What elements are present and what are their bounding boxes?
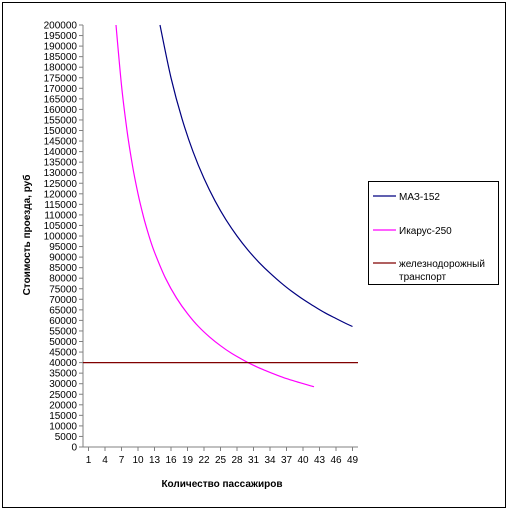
y-tick-label: 60000 (49, 316, 77, 327)
x-tick-label: 16 (165, 455, 177, 466)
y-tick-label: 10000 (49, 421, 77, 432)
x-tick-label: 31 (248, 455, 260, 466)
x-tick-label: 7 (119, 455, 125, 466)
x-tick-label: 1 (86, 455, 92, 466)
series-line-1 (159, 24, 353, 328)
y-tick-label: 30000 (49, 379, 77, 390)
y-tick-label: 145000 (44, 137, 78, 148)
x-tick-label: 46 (330, 455, 342, 466)
y-tick-label: 95000 (49, 242, 77, 253)
legend-box (368, 181, 499, 285)
x-tick-label: 22 (198, 455, 210, 466)
y-tick-label: 175000 (44, 73, 78, 84)
legend-label-1: МАЗ-152 (399, 192, 440, 203)
y-tick-label: 190000 (44, 42, 78, 53)
x-tick-label: 13 (149, 455, 161, 466)
y-tick-label: 25000 (49, 390, 77, 401)
y-tick-label: 115000 (44, 200, 77, 211)
y-axis-title: Стоимость проезда, руб (21, 175, 33, 296)
y-tick-label: 80000 (49, 274, 77, 285)
y-tick-label: 15000 (49, 411, 77, 422)
y-tick-label: 100000 (44, 232, 78, 243)
y-axis-ticks: 0500010000150002000025000300003500040000… (44, 21, 83, 454)
x-tick-label: 19 (182, 455, 194, 466)
y-tick-label: 0 (71, 443, 77, 454)
y-tick-label: 5000 (55, 432, 78, 443)
y-tick-label: 170000 (44, 84, 78, 95)
y-tick-label: 180000 (44, 63, 78, 74)
y-tick-label: 120000 (44, 189, 78, 200)
y-tick-label: 85000 (49, 263, 77, 274)
legend-label-3-line-1: железнодорожный (399, 259, 485, 270)
y-tick-label: 130000 (44, 168, 78, 179)
x-tick-label: 10 (132, 455, 144, 466)
legend-label-3-line-2: транспорт (399, 272, 447, 283)
x-axis-title: Количество пассажиров (161, 479, 282, 490)
y-tick-label: 90000 (49, 253, 77, 264)
y-tick-label: 150000 (44, 126, 78, 137)
x-tick-label: 40 (297, 455, 309, 466)
x-tick-label: 28 (231, 455, 243, 466)
y-tick-label: 195000 (44, 31, 78, 42)
y-tick-label: 45000 (49, 348, 77, 359)
x-tick-label: 37 (281, 455, 293, 466)
y-tick-label: 185000 (44, 52, 78, 63)
y-tick-label: 75000 (49, 284, 77, 295)
x-tick-label: 43 (314, 455, 326, 466)
x-axis-ticks: 1 4 7 10 13 16 19 22 25 28 31 34 37 40 43 46 49 (86, 447, 359, 466)
y-tick-label: 105000 (44, 221, 78, 232)
series-line-2 (115, 24, 315, 388)
y-tick-label: 20000 (49, 400, 77, 411)
y-tick-label: 50000 (49, 337, 77, 348)
legend: МАЗ-152 Икарус-250 железнодорожный транспор… (368, 181, 499, 285)
y-tick-label: 35000 (49, 369, 77, 380)
x-tick-label: 34 (264, 455, 276, 466)
y-tick-label: 70000 (49, 295, 77, 306)
x-tick-label: 49 (347, 455, 359, 466)
legend-label-2: Икарус-250 (399, 226, 452, 237)
y-tick-label: 65000 (49, 305, 77, 316)
y-tick-label: 165000 (44, 94, 78, 105)
y-tick-label: 200000 (44, 21, 78, 32)
x-tick-label: 25 (215, 455, 227, 466)
series-layer (83, 24, 358, 388)
y-tick-label: 125000 (44, 179, 78, 190)
y-tick-label: 135000 (44, 158, 78, 169)
y-tick-label: 110000 (44, 210, 77, 221)
y-tick-label: 155000 (44, 115, 78, 126)
y-tick-label: 40000 (49, 358, 77, 369)
x-tick-label: 4 (102, 455, 108, 466)
y-tick-label: 160000 (44, 105, 78, 116)
y-tick-label: 140000 (44, 147, 78, 158)
y-tick-label: 55000 (49, 326, 77, 337)
